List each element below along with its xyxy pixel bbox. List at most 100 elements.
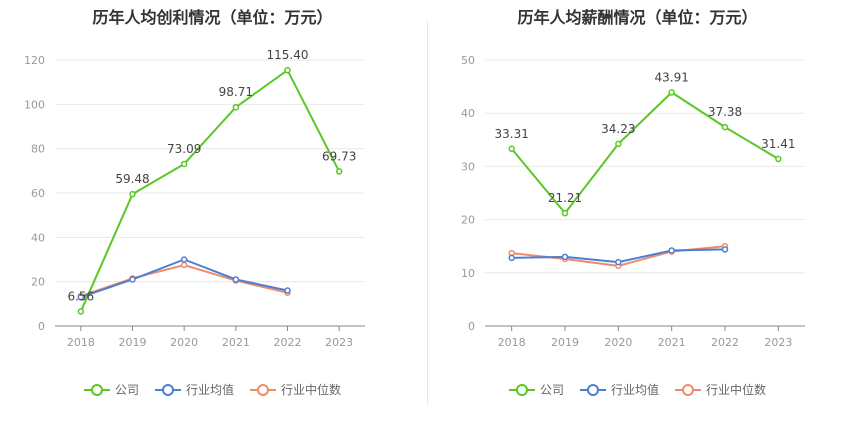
x-tick-label: 2019 — [119, 336, 147, 349]
legend-item-industry-avg[interactable]: 行业均值 — [154, 381, 234, 398]
data-label: 69.73 — [322, 149, 356, 163]
series-company: 33.31 21.21 34.23 43.91 37.38 31.41 — [494, 70, 796, 217]
data-point — [284, 287, 291, 294]
data-point — [615, 258, 622, 266]
gridlines — [55, 59, 365, 283]
x-tick-label: 2022 — [274, 336, 302, 349]
x-tick-label: 2018 — [67, 336, 95, 349]
data-point — [668, 89, 675, 96]
line-chart: 0 10 20 30 40 50 2018 2019 2020 2021 2022 2023 33.31… — [461, 54, 805, 349]
data-point — [615, 140, 622, 148]
data-label: 33.31 — [494, 127, 528, 141]
legend-label: 行业均值 — [185, 383, 234, 397]
legend-marker-icon — [250, 383, 276, 396]
y-tick-label: 40 — [31, 231, 45, 244]
series-industry-avg — [508, 246, 729, 266]
data-label: 34.23 — [601, 122, 635, 136]
data-point — [721, 246, 729, 253]
series-line — [510, 91, 779, 215]
legend-item-company[interactable]: 公司 — [83, 381, 139, 398]
data-point — [180, 160, 188, 168]
data-point — [508, 145, 515, 153]
data-point — [77, 293, 85, 301]
series-industry-avg — [77, 256, 291, 301]
data-label: 115.40 — [267, 48, 309, 62]
data-point — [180, 256, 188, 263]
y-tick-label: 100 — [24, 98, 45, 111]
x-tick-label: 2023 — [325, 336, 353, 349]
data-label: 31.41 — [761, 137, 795, 151]
legend-marker-icon — [508, 383, 535, 396]
data-label: 59.48 — [115, 172, 149, 186]
y-axis: 0 10 20 30 40 50 — [461, 54, 475, 333]
x-tick-label: 2021 — [658, 336, 686, 349]
legend-item-industry-avg[interactable]: 行业均值 — [579, 381, 659, 398]
y-tick-label: 30 — [461, 160, 475, 173]
legend-label: 行业中位数 — [281, 383, 342, 397]
y-tick-label: 40 — [461, 107, 475, 120]
x-axis: 2018 2019 2020 2021 2022 2023 — [485, 325, 805, 349]
y-tick-label: 80 — [31, 143, 45, 156]
data-label: 73.09 — [167, 142, 201, 156]
legend-label: 行业均值 — [610, 383, 659, 397]
data-label: 43.91 — [654, 70, 688, 84]
y-tick-label: 50 — [461, 54, 475, 67]
legend-item-industry-median[interactable]: 行业中位数 — [250, 381, 341, 398]
y-tick-label: 120 — [24, 54, 45, 67]
legend-label: 公司 — [114, 383, 139, 397]
data-point — [561, 253, 569, 261]
x-tick-label: 2022 — [711, 336, 739, 349]
chart-panel-per-capita-salary: 历年人均薪酬情况（单位：万元） 0 10 20 30 40 50 2018 2019 2020 2… — [425, 0, 850, 437]
series-industry-median — [77, 261, 291, 300]
y-tick-label: 20 — [31, 276, 45, 289]
line-chart: 0 20 40 60 80 100 120 2018 2019 2020 2021 2022 2023 6… — [24, 48, 365, 349]
chart-legend: 公司 行业均值 行业中位数 — [0, 381, 425, 398]
chart-title: 历年人均薪酬情况（单位：万元） — [517, 8, 758, 27]
x-tick-label: 2023 — [764, 336, 792, 349]
legend-item-company[interactable]: 公司 — [508, 381, 564, 398]
legend-marker-icon — [579, 383, 606, 396]
y-tick-label: 0 — [468, 320, 475, 333]
data-point — [508, 254, 515, 262]
chart-legend: 公司 行业均值 行业中位数 — [425, 381, 850, 398]
data-point — [77, 308, 85, 315]
data-point — [129, 276, 136, 283]
series-company: 6.56 59.48 73.09 98.71 115.40 69.73 — [67, 48, 356, 315]
y-tick-label: 10 — [461, 267, 475, 280]
data-label: 6.56 — [67, 289, 94, 303]
chart-panel-per-capita-profit: 历年人均创利情况（单位：万元） 0 20 40 60 80 100 120 2018 2019 2… — [0, 8, 425, 398]
panel-divider — [427, 20, 428, 405]
data-point — [775, 155, 782, 163]
data-point — [232, 103, 240, 111]
data-point — [232, 276, 240, 283]
chart-title: 历年人均创利情况（单位：万元） — [92, 8, 333, 27]
x-tick-label: 2018 — [498, 336, 526, 349]
y-tick-label: 60 — [31, 187, 45, 200]
data-point — [668, 247, 675, 254]
x-tick-label: 2021 — [222, 336, 250, 349]
x-tick-label: 2020 — [604, 336, 632, 349]
legend-marker-icon — [154, 383, 181, 396]
legend-item-industry-median[interactable]: 行业中位数 — [675, 381, 766, 398]
data-point — [721, 123, 729, 131]
data-label: 37.38 — [708, 105, 742, 119]
gridlines — [485, 59, 805, 274]
data-label: 98.71 — [219, 85, 253, 99]
data-label: 21.21 — [548, 191, 582, 205]
x-tick-label: 2019 — [551, 336, 579, 349]
data-point — [335, 168, 343, 175]
legend-label: 行业中位数 — [706, 383, 767, 397]
legend-marker-icon — [675, 383, 701, 396]
data-point — [129, 190, 136, 198]
legend-marker-icon — [83, 383, 110, 396]
x-tick-label: 2020 — [170, 336, 198, 349]
x-axis: 2018 2019 2020 2021 2022 2023 — [55, 325, 365, 349]
y-tick-label: 20 — [461, 214, 475, 227]
data-point — [561, 209, 569, 217]
y-axis: 0 20 40 60 80 100 120 — [24, 54, 45, 333]
data-point — [180, 261, 188, 269]
legend-label: 公司 — [539, 383, 564, 397]
series-line — [79, 69, 341, 312]
data-point — [284, 66, 291, 74]
y-tick-label: 0 — [38, 320, 45, 333]
